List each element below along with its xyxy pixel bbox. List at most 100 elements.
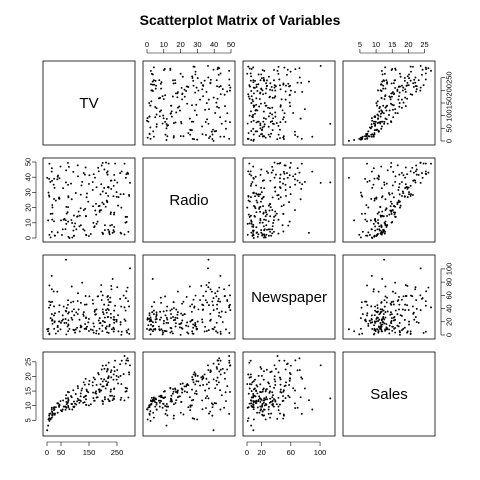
data-point: [210, 130, 213, 133]
data-point: [274, 111, 277, 114]
data-point: [101, 201, 104, 204]
data-point: [205, 134, 207, 136]
data-point: [149, 318, 152, 321]
data-point: [109, 301, 112, 303]
data-point: [284, 397, 287, 400]
data-point: [359, 136, 362, 139]
data-point: [271, 113, 274, 116]
data-point: [112, 378, 115, 381]
data-point: [279, 196, 282, 199]
tick-label: 250: [111, 448, 124, 457]
data-point: [398, 322, 401, 324]
data-point: [373, 324, 376, 327]
data-point: [374, 225, 377, 228]
data-point: [392, 196, 395, 199]
data-point: [384, 316, 387, 319]
data-point: [409, 79, 412, 82]
data-point: [294, 389, 296, 392]
data-point: [110, 288, 113, 291]
data-point: [360, 301, 363, 304]
data-point: [397, 299, 400, 301]
data-point: [207, 258, 210, 261]
data-point: [98, 390, 101, 393]
tick-label: 60: [287, 448, 295, 457]
data-point: [191, 104, 193, 107]
data-point: [207, 76, 210, 79]
data-point: [92, 302, 95, 305]
data-point: [74, 331, 77, 334]
data-point: [188, 396, 191, 399]
data-point: [255, 85, 258, 88]
data-point: [181, 319, 184, 322]
data-point: [421, 176, 424, 179]
data-point: [195, 103, 198, 106]
data-point: [170, 115, 173, 118]
data-point: [364, 177, 367, 180]
data-point: [250, 102, 253, 105]
panel-frame: [342, 254, 436, 340]
data-point: [172, 388, 174, 390]
data-point: [195, 86, 198, 89]
panel-frame: [42, 351, 136, 437]
data-point: [389, 209, 392, 212]
data-point: [70, 402, 73, 405]
data-point: [228, 412, 231, 415]
data-point: [169, 67, 172, 70]
data-point: [283, 414, 285, 417]
data-point: [165, 123, 168, 126]
data-point: [91, 381, 94, 384]
data-point: [264, 418, 267, 421]
data-point: [107, 298, 110, 301]
data-point: [51, 218, 54, 221]
data-point: [191, 77, 194, 79]
data-point: [265, 79, 268, 82]
data-point: [361, 313, 364, 316]
data-point: [300, 412, 303, 415]
data-point: [201, 318, 204, 321]
data-point: [150, 328, 153, 331]
data-point: [119, 323, 122, 326]
data-point: [372, 135, 375, 138]
data-point: [107, 309, 110, 311]
data-point: [289, 166, 292, 169]
data-point: [204, 299, 207, 302]
data-point: [79, 392, 82, 395]
data-point: [224, 377, 226, 380]
data-point: [406, 196, 409, 199]
tick-label: 0: [145, 40, 149, 49]
data-point: [259, 405, 262, 408]
data-point: [413, 318, 416, 321]
data-point: [84, 166, 87, 169]
data-point: [67, 406, 70, 409]
data-point: [172, 122, 175, 125]
data-point: [50, 416, 53, 419]
data-point: [269, 400, 272, 403]
data-point: [380, 225, 383, 228]
data-point: [165, 321, 168, 324]
data-point: [409, 330, 412, 333]
data-point: [215, 330, 217, 333]
data-point: [209, 370, 212, 373]
data-point: [378, 225, 381, 228]
data-point: [366, 234, 369, 237]
data-point: [218, 357, 221, 360]
data-point: [424, 72, 427, 75]
data-point: [263, 414, 266, 417]
data-point: [103, 398, 106, 401]
data-point: [259, 217, 262, 220]
data-point: [52, 183, 55, 186]
data-point: [211, 406, 214, 409]
data-point: [172, 307, 175, 309]
data-point: [112, 184, 115, 187]
data-point: [257, 73, 260, 76]
panel-frame: [242, 60, 336, 146]
data-point: [209, 319, 212, 322]
data-point: [169, 309, 172, 312]
data-point: [68, 327, 71, 330]
data-point: [359, 317, 362, 320]
data-point: [252, 139, 255, 142]
data-point: [267, 412, 270, 415]
data-point: [107, 186, 110, 189]
data-point: [247, 373, 250, 376]
